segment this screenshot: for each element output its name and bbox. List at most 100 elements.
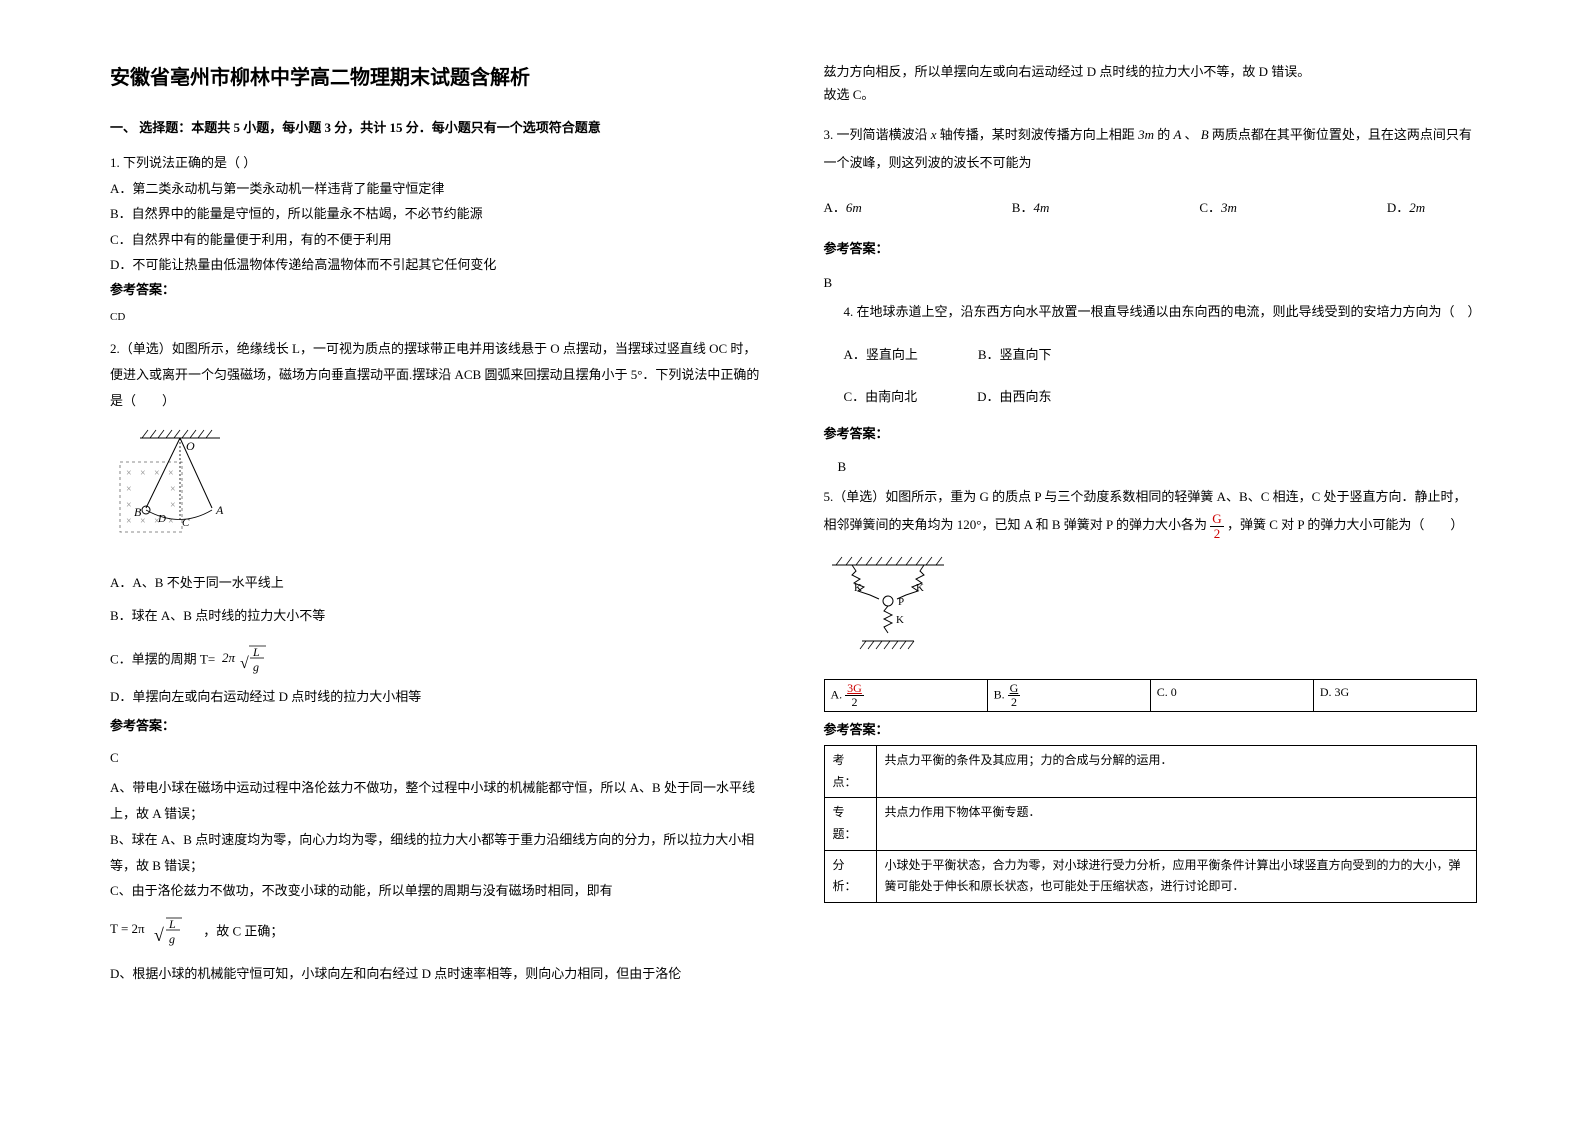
svg-text:K: K [916,582,924,594]
svg-text:O: O [186,439,195,453]
q2-optD: D．单摆向左或向右运动经过 D 点时线的拉力大小相等 [110,685,764,708]
q4-answer-label: 参考答案： [824,422,1478,445]
q3D: D． [1387,200,1409,215]
svg-text:×: × [168,468,174,479]
svg-text:T = 2π: T = 2π [110,921,145,936]
q5Bden: 2 [1008,696,1021,709]
page-title: 安徽省亳州市柳林中学高二物理期末试题含解析 [110,60,764,96]
question-2: 2.（单选）如图所示，绝缘线长 L，一可视为质点的摆球带正电并用该线悬于 O 点… [110,336,764,986]
q3-p4: 、 [1184,127,1197,142]
left-column: 安徽省亳州市柳林中学高二物理期末试题含解析 一、 选择题：本题共 5 小题，每小… [80,60,794,1062]
q1-optA: A．第二类永动机与第一类永动机一样违背了能量守恒定律 [110,177,764,200]
q2-optA: A．A、B 不处于同一水平线上 [110,571,764,594]
q3-answer: B [824,271,1478,294]
q5D: D. [1320,685,1332,699]
svg-text:×: × [154,468,160,479]
question-5: 5.（单选）如图所示，重为 G 的质点 P 与三个劲度系数相同的轻弹簧 A、B、… [824,483,1478,541]
q3Av: 6m [846,200,862,215]
var-x: x [931,127,940,142]
q1-stem: 1. 下列说法正确的是（ ） [110,151,764,174]
svg-text:P: P [898,596,904,608]
q3-p3: 的 [1157,127,1170,142]
svg-text:g: g [169,932,175,946]
cont-line2: 故选 C。 [824,83,1478,106]
svg-text:B: B [134,505,142,519]
q3-p2: 轴传播，某时刻波传播方向上相距 [940,127,1135,142]
q1-optB: B．自然界中的能量是守恒的，所以能量永不枯竭，不必节约能源 [110,202,764,225]
q5-answer-label: 参考答案： [824,718,1478,741]
q4-optD: D．由西向东 [977,383,1051,412]
q2-explC-formula: T = 2π √ L g ，故 C 正确； [110,909,764,956]
q5B: B. [994,687,1005,701]
var-A: A [1173,127,1184,142]
q3Dv: 2m [1409,200,1425,215]
var-3m: 3m [1138,127,1157,142]
svg-text:×: × [140,468,146,479]
q5-options-table: A. 3G2 B. G2 C. 0 D. 3G [824,679,1478,712]
q5Aden: 2 [845,696,864,709]
svg-text:A: A [215,503,224,517]
q5Dv: 3G [1335,685,1350,699]
svg-text:K: K [854,582,862,594]
q5-frac: G2 [1210,512,1223,542]
q1-optC: C．自然界中有的能量便于利用，有的不便于利用 [110,228,764,251]
q2-diagram: O ×××× ×× ×× ×××× B A [110,424,764,561]
svg-text:√: √ [240,655,249,672]
svg-text:×: × [126,468,132,479]
cont-line1: 兹力方向相反，所以单摆向左或向右运动经过 D 点时线的拉力大小不等，故 D 错误… [824,60,1478,83]
q4-row2: C．由南向北 D．由西向东 [844,383,1478,412]
q3-answer-label: 参考答案： [824,237,1478,260]
row-zhuanti-label: 专题： [824,798,876,850]
q5C: C. [1157,685,1168,699]
question-1: 1. 下列说法正确的是（ ） A．第二类永动机与第一类永动机一样违背了能量守恒定… [110,151,764,327]
svg-text:2π: 2π [222,650,236,665]
right-column: 兹力方向相反，所以单摆向左或向右运动经过 D 点时线的拉力大小不等，故 D 错误… [794,60,1508,1062]
svg-text:D: D [157,513,166,525]
q2-explA: A、带电小球在磁场中运动过程中洛伦兹力不做功，整个过程中小球的机械能都守恒，所以… [110,775,764,827]
q3Cv: 3m [1221,200,1237,215]
q3B: B． [1012,200,1034,215]
q2-stem: 2.（单选）如图所示，绝缘线长 L，一可视为质点的摆球带正电并用该线悬于 O 点… [110,336,764,414]
svg-text:×: × [170,484,176,495]
q3A: A． [824,200,846,215]
svg-text:L: L [168,917,176,931]
svg-text:×: × [126,500,132,511]
q3-options: A．6m B．4m C．3m D．2m [824,196,1478,219]
question-4: 4. 在地球赤道上空，沿东西方向水平放置一根直导线通以由东向西的电流，则此导线受… [824,298,1478,412]
svg-text:C: C [182,517,190,529]
q1-optD: D．不可能让热量由低温物体传递给高温物体而不引起其它任何变化 [110,253,764,276]
q3-p1: 3. 一列简谐横波沿 [824,127,928,142]
svg-text:g: g [253,660,259,674]
q1-answer-label: 参考答案： [110,278,764,301]
q5A: A. [831,687,843,701]
svg-text:×: × [126,516,132,527]
row-fenxi-text: 小球处于平衡状态，合力为零，对小球进行受力分析，应用平衡条件计算出小球竖直方向受… [876,850,1477,902]
svg-text:K: K [896,614,904,626]
row-kaodian-label: 考点： [824,746,876,798]
svg-text:×: × [170,500,176,511]
q1-answer: CD [110,308,764,328]
q3C: C． [1199,200,1221,215]
section-header: 一、 选择题：本题共 5 小题，每小题 3 分，共计 15 分．每小题只有一个选… [110,116,764,139]
question-3: 3. 一列简谐横波沿 x 轴传播，某时刻波传播方向上相距 3m 的 A 、 B … [824,121,1478,178]
svg-text:√: √ [154,925,164,945]
q2-optC: C．单摆的周期 T= 2π √ L g [110,638,764,683]
q2-optB: B．球在 A、B 点时线的拉力大小不等 [110,604,764,627]
svg-text:×: × [168,516,174,527]
q5-diagram: K K P K [824,551,1478,668]
q4-optC: C．由南向北 [844,383,918,412]
q2-explD: D、根据小球的机械能守恒可知，小球向左和向右经过 D 点时速率相等，则向心力相同… [110,962,764,985]
q2-answer-label: 参考答案： [110,714,764,737]
q4-row1: A．竖直向上 B．竖直向下 [844,341,1478,370]
q2-explC: C、由于洛伦兹力不做功，不改变小球的动能，所以单摆的周期与没有磁场时相同，即有 [110,879,764,902]
q4-optA: A．竖直向上 [844,341,918,370]
q2-explB: B、球在 A、B 点时速度均为零，向心力均为零，细线的拉力大小都等于重力沿细线方… [110,827,764,879]
row-kaodian-text: 共点力平衡的条件及其应用；力的合成与分解的运用． [876,746,1477,798]
q5Bnum: G [1008,682,1021,696]
q4-optB: B．竖直向下 [978,341,1052,370]
q4-answer: B [838,455,1478,478]
q2-answer: C [110,746,764,769]
var-B: B [1201,127,1212,142]
q4-stem: 4. 在地球赤道上空，沿东西方向水平放置一根直导线通以由东向西的电流，则此导线受… [844,298,1478,327]
q5-p2: ，弹簧 C 对 P 的弹力大小可能为（ ） [1227,517,1463,532]
